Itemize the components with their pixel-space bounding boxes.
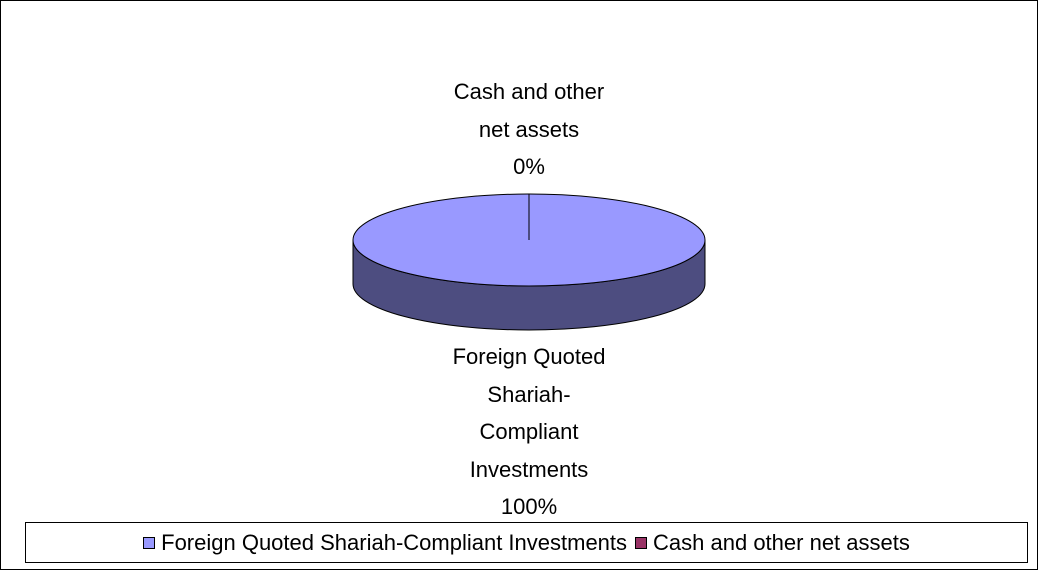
- legend-item: Foreign Quoted Shariah-Compliant Investm…: [143, 530, 627, 556]
- legend-swatch: [635, 536, 648, 549]
- data-label: Foreign Quoted Shariah-Compliant Investm…: [441, 338, 617, 526]
- data-label-value: 100%: [500, 494, 558, 519]
- legend: Foreign Quoted Shariah-Compliant Investm…: [25, 522, 1028, 563]
- pie: [352, 193, 706, 331]
- data-label-category: Cash and other net assets: [453, 79, 605, 142]
- data-label: Cash and other net assets 0%: [441, 73, 617, 186]
- legend-label: Cash and other net assets: [653, 529, 910, 555]
- data-label-category: Foreign Quoted Shariah-Compliant Investm…: [452, 344, 606, 482]
- data-label-value: 0%: [513, 154, 545, 179]
- legend-label: Foreign Quoted Shariah-Compliant Investm…: [161, 529, 628, 555]
- legend-swatch: [143, 536, 156, 549]
- legend-item: Cash and other net assets: [635, 530, 910, 556]
